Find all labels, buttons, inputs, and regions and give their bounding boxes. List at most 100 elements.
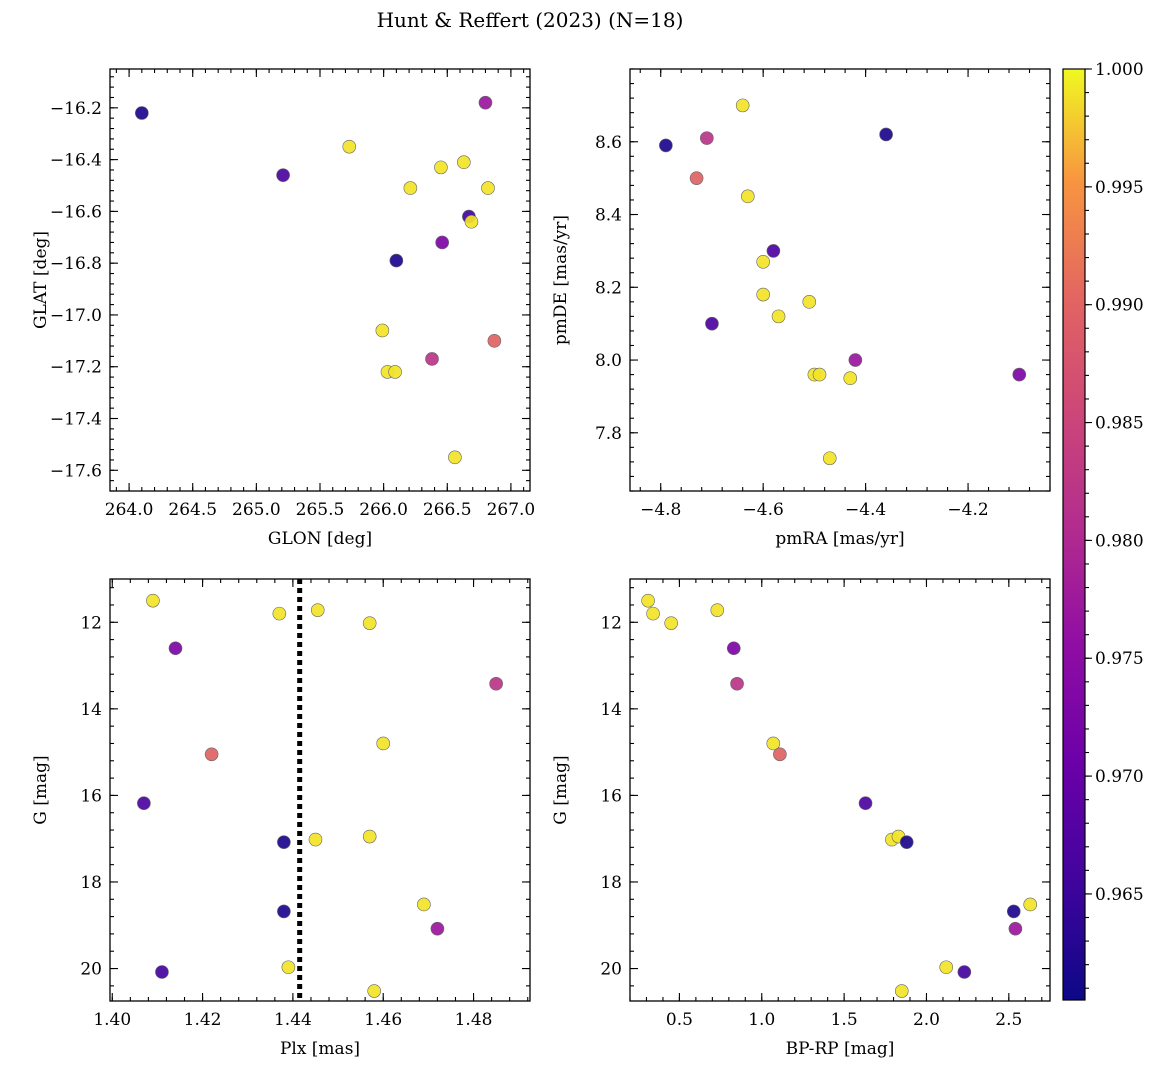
data-point [478, 95, 493, 110]
y-axis-label: pmDE [mas/yr] [551, 215, 571, 345]
x-tick-label: 264.5 [168, 500, 217, 520]
data-point [435, 235, 449, 250]
data-point [726, 641, 741, 656]
x-tick-label: 266.0 [359, 500, 408, 520]
data-point [146, 593, 160, 608]
data-point [1012, 367, 1027, 382]
colorbar-tick-label: 0.975 [1095, 649, 1144, 669]
x-axis-label: pmRA [mas/yr] [775, 529, 904, 549]
x-tick-label: 1.5 [831, 1010, 858, 1030]
y-axis-label: GLAT [deg] [31, 231, 51, 329]
x-tick-label: 265.0 [232, 500, 281, 520]
y-tick-label: 16 [600, 786, 622, 806]
data-point [802, 295, 817, 309]
x-tick-label: 264.0 [105, 500, 154, 520]
panel-cmd: 0.5 1.0 1.5 2.0 2.5 12 14 16 18 20 BP-RP [mag] G [m… [551, 578, 1051, 1059]
data-point [425, 352, 439, 366]
data-point [367, 984, 381, 998]
panel-sky: 264.0 264.5 265.0 265.5 266.0 266.5 267.0 −16.2… [31, 68, 535, 549]
data-point [135, 106, 149, 120]
data-point [812, 367, 827, 382]
data-point [659, 138, 673, 153]
data-point [646, 606, 660, 621]
colorbar-tick-label: 0.970 [1095, 767, 1144, 787]
data-point [417, 897, 431, 912]
y-tick-label: −17.2 [50, 358, 102, 378]
data-point [1006, 904, 1021, 919]
data-point [705, 316, 719, 331]
data-point [137, 796, 151, 811]
data-point [756, 287, 770, 302]
data-point [272, 606, 287, 621]
x-tick-label: 265.5 [296, 500, 345, 520]
data-point [277, 835, 291, 849]
x-tick-label: −4.4 [845, 500, 886, 520]
axes-frame [109, 68, 531, 492]
data-point [277, 904, 291, 919]
data-point [710, 603, 725, 617]
colorbar-tick-label: 0.985 [1095, 414, 1144, 434]
colorbar-tick-label: 0.980 [1095, 531, 1144, 551]
data-point [735, 98, 750, 113]
x-tick-label: 0.5 [666, 1010, 693, 1030]
y-tick-label: 18 [80, 873, 102, 893]
data-point [773, 747, 787, 762]
y-tick-label: 8.6 [595, 133, 622, 153]
x-tick-label: 1.46 [364, 1010, 402, 1030]
y-tick-label: 16 [80, 786, 102, 806]
data-point [403, 181, 418, 195]
data-point [843, 371, 858, 386]
x-tick-label: −4.2 [947, 500, 988, 520]
data-point [741, 189, 755, 204]
data-point [858, 796, 873, 811]
y-axis-label: G [mag] [551, 755, 571, 824]
data-point [641, 593, 655, 608]
data-point [939, 960, 954, 975]
data-point [489, 676, 503, 691]
data-point [771, 309, 786, 324]
data-point [155, 965, 169, 979]
y-tick-label: 8.4 [595, 206, 622, 226]
y-tick-label: 12 [600, 613, 622, 633]
x-tick-label: −4.8 [640, 500, 681, 520]
data-point [1023, 897, 1038, 912]
x-tick-label: 2.0 [913, 1010, 940, 1030]
colorbar-tick-label: 0.965 [1095, 885, 1144, 905]
y-tick-label: 18 [600, 873, 622, 893]
y-tick-label: 8.0 [595, 351, 622, 371]
data-point [700, 131, 714, 145]
axes-frame [629, 578, 1051, 1002]
y-tick-label: 7.8 [595, 424, 622, 444]
data-point [362, 616, 377, 630]
x-tick-label: 1.42 [184, 1010, 222, 1030]
x-tick-label: 1.44 [274, 1010, 312, 1030]
y-tick-label: −17.4 [50, 410, 102, 430]
data-point [389, 253, 404, 268]
data-point [448, 450, 462, 465]
data-point [276, 168, 290, 182]
y-tick-label: −17.6 [50, 461, 102, 481]
y-tick-label: 14 [80, 700, 102, 720]
y-tick-label: −17.0 [50, 306, 102, 326]
data-point [481, 181, 495, 195]
y-tick-label: 14 [600, 700, 622, 720]
data-point [310, 603, 325, 617]
data-point [664, 616, 678, 630]
data-point [894, 984, 909, 998]
data-point [376, 736, 391, 751]
colorbar-tick-label: 0.995 [1095, 178, 1144, 198]
panel-plx: 1.40 1.42 1.44 1.46 1.48 12 14 16 18 20 Plx [mas] G… [31, 578, 531, 1059]
x-axis-label: GLON [deg] [268, 529, 372, 549]
data-point [957, 965, 972, 979]
y-tick-label: 8.2 [595, 278, 622, 298]
data-point [430, 921, 445, 936]
colorbar-tick-label: 1.000 [1095, 60, 1144, 80]
data-point [848, 353, 863, 367]
data-point [168, 641, 183, 656]
x-tick-label: 1.40 [93, 1010, 131, 1030]
colorbar-gradient [1062, 68, 1086, 1001]
data-point [308, 832, 323, 847]
x-axis-label: Plx [mas] [280, 1039, 360, 1059]
axes-frame [629, 68, 1051, 492]
